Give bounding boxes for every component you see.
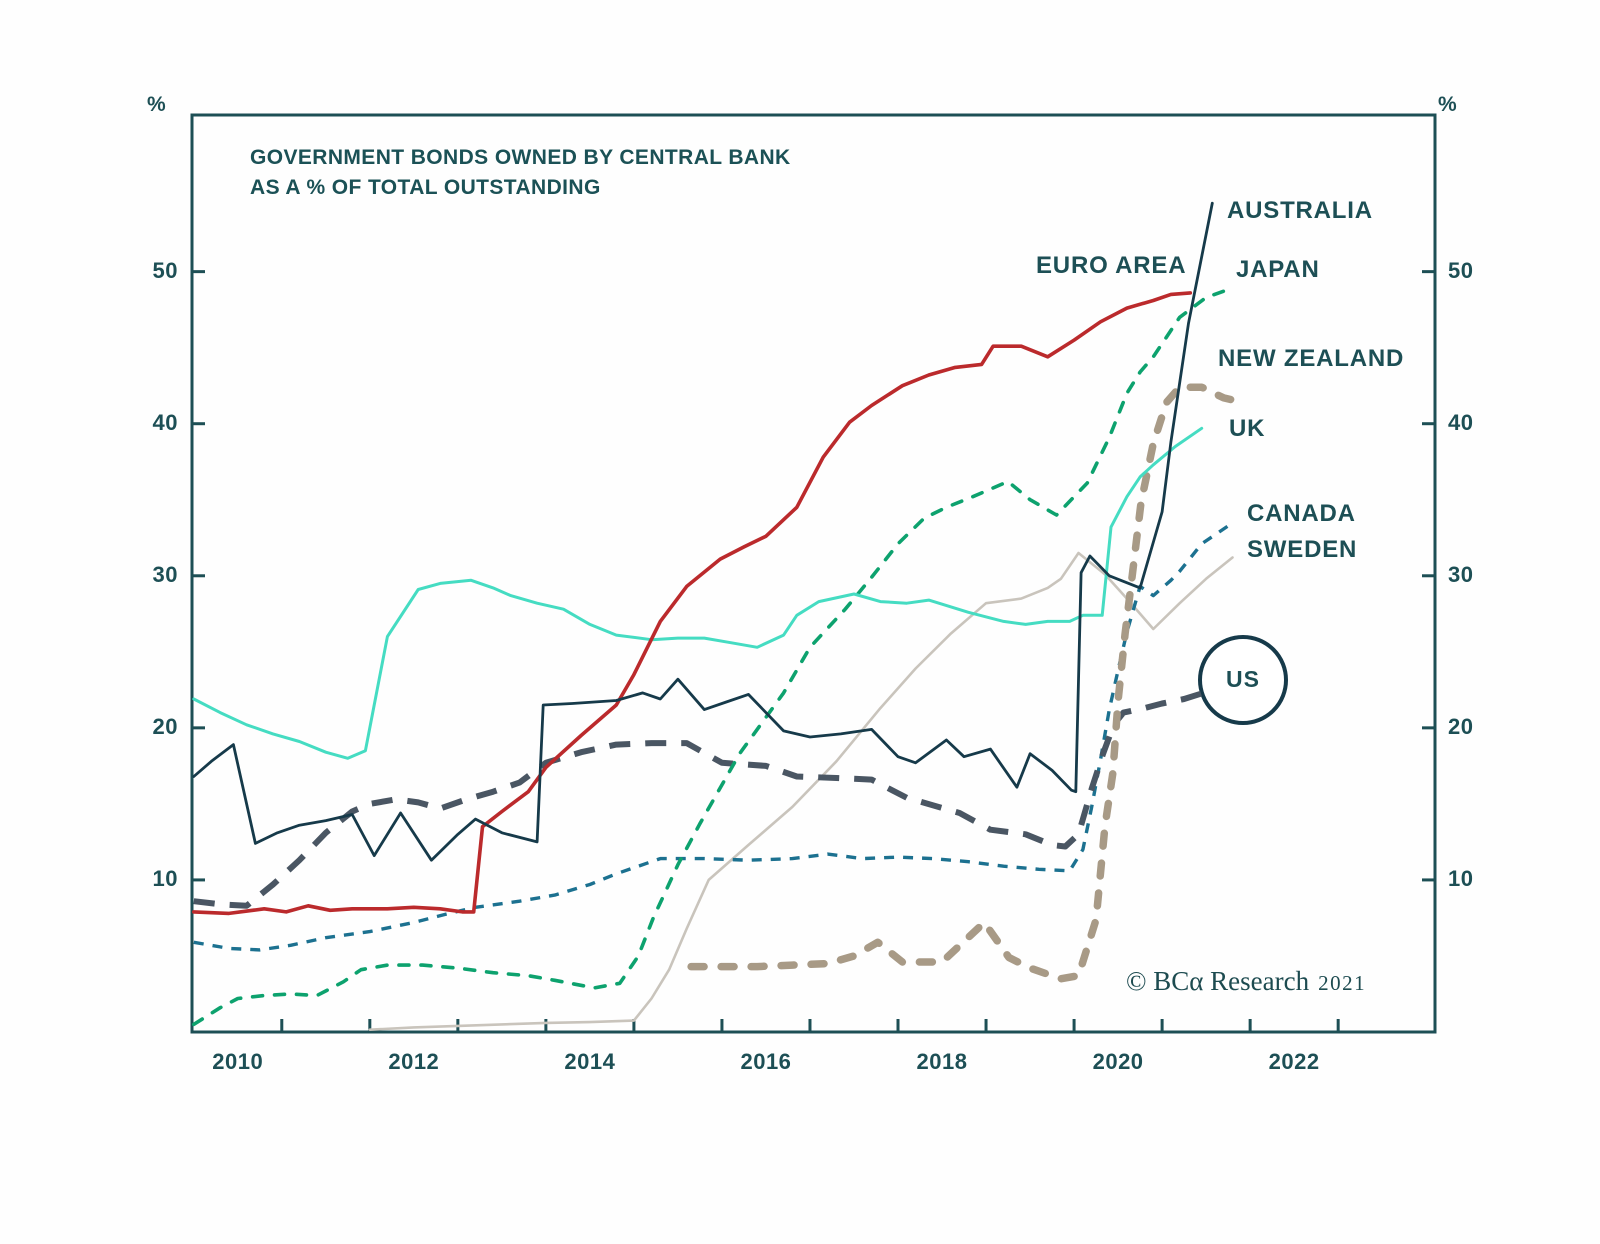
series-line-sweden: [368, 551, 1234, 1031]
series-line-japan: [192, 288, 1229, 1027]
series-label-australia: AUSTRALIA: [1227, 197, 1373, 224]
y-axis-label-right: 20: [1448, 713, 1474, 739]
series-line-new_zealand: [687, 383, 1241, 983]
bca-logo: © BCα Research: [1126, 966, 1310, 996]
series-label-new-zealand: NEW ZEALAND: [1218, 345, 1405, 372]
copyright-year: 2021: [1318, 971, 1367, 995]
series-label-canada: CANADA: [1247, 500, 1356, 527]
y-unit-left: %: [147, 93, 166, 116]
series-line-us: [193, 690, 1205, 909]
y-axis-label-left: 10: [152, 865, 178, 891]
chart-title-line1: GOVERNMENT BONDS OWNED BY CENTRAL BANK: [250, 146, 791, 169]
series-label-euro-area: EURO AREA: [1036, 252, 1187, 279]
series-line-uk: [192, 426, 1204, 760]
x-axis-label: 2010: [212, 1049, 264, 1074]
series-label-japan: JAPAN: [1236, 256, 1320, 283]
y-axis-label-left: 50: [152, 257, 178, 283]
series-lines: [192, 201, 1241, 1031]
x-axis-label: 2014: [564, 1049, 616, 1074]
chart-title-line2: AS A % OF TOTAL OUTSTANDING: [250, 176, 601, 199]
copyright: © BCα Research 2021: [1126, 966, 1366, 997]
y-axis-label-right: 30: [1448, 561, 1474, 587]
chart-title: GOVERNMENT BONDS OWNED BY CENTRAL BANK A…: [250, 143, 791, 203]
series-label-sweden: SWEDEN: [1247, 536, 1358, 563]
series-label-us: US: [1226, 666, 1260, 692]
plot-frame: [190, 113, 1437, 1034]
x-axis-label: 2020: [1092, 1049, 1144, 1074]
x-axis-label: 2012: [388, 1049, 440, 1074]
x-axis-label: 2022: [1268, 1049, 1320, 1074]
series-line-canada: [193, 522, 1232, 952]
series-label-uk: UK: [1229, 415, 1266, 442]
series-line-euro_area: [192, 291, 1193, 916]
y-axis-label-right: 10: [1448, 865, 1474, 891]
y-axis-label-left: 40: [152, 409, 178, 435]
y-axis-label-right: 40: [1448, 409, 1474, 435]
x-axis-label: 2016: [740, 1049, 792, 1074]
y-axis-label-left: 20: [152, 713, 178, 739]
y-axis-label-left: 30: [152, 561, 178, 587]
series-line-australia: [192, 201, 1214, 862]
y-axis-label-right: 50: [1448, 257, 1474, 283]
x-axis-label: 2018: [916, 1049, 968, 1074]
y-unit-right: %: [1438, 93, 1457, 116]
us-circle: [1198, 635, 1288, 725]
